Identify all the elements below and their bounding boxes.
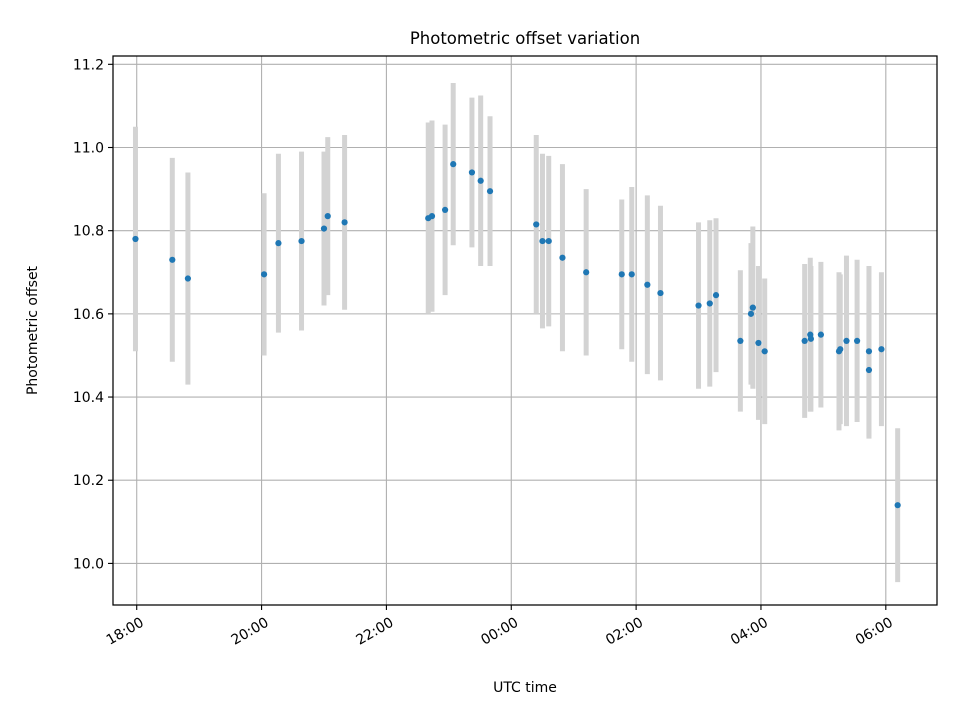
data-point <box>894 502 901 509</box>
data-point <box>583 269 590 276</box>
data-point <box>747 310 755 317</box>
data-point <box>755 339 762 347</box>
y-tick-label: 10.4 <box>73 390 104 406</box>
data-point <box>341 219 348 226</box>
y-tick-label: 10.8 <box>73 224 104 240</box>
data-point <box>657 289 664 297</box>
data-point <box>539 237 546 245</box>
data-point <box>843 337 850 344</box>
data-point <box>486 188 494 195</box>
y-tick-label: 10.2 <box>73 473 104 489</box>
data-point <box>275 240 282 247</box>
data-point <box>320 225 328 232</box>
data-point <box>853 337 861 344</box>
data-point <box>801 337 808 344</box>
data-point <box>761 348 768 355</box>
data-point <box>184 275 192 282</box>
data-point <box>324 213 331 220</box>
data-point <box>477 177 484 184</box>
data-point <box>533 221 540 228</box>
y-tick-label: 11.0 <box>73 141 104 157</box>
y-axis-label: Photometric offset <box>25 265 41 395</box>
data-point <box>559 254 566 261</box>
data-point <box>132 235 139 243</box>
data-point <box>865 348 873 355</box>
y-axis-ticks: 10.0 10.2 10.4 10.6 10.8 11.0 11.2 <box>73 57 113 572</box>
data-point <box>628 271 635 278</box>
plot-area-frame <box>112 55 938 606</box>
data-point <box>817 331 824 338</box>
data-point <box>695 302 702 309</box>
data-point <box>737 337 744 344</box>
data-point <box>441 206 449 213</box>
data-point <box>749 304 756 311</box>
data-point <box>450 161 457 168</box>
y-tick-label: 10.6 <box>73 307 104 323</box>
data-point <box>260 271 268 278</box>
data-point <box>169 256 176 263</box>
data-points <box>132 161 901 509</box>
grid <box>113 56 937 605</box>
data-point <box>712 292 720 299</box>
data-point <box>545 237 552 245</box>
data-point <box>428 213 436 220</box>
data-point <box>644 281 651 288</box>
data-point <box>618 271 625 278</box>
data-point <box>468 169 476 176</box>
y-tick-label: 11.2 <box>73 57 104 73</box>
y-tick-label: 10.0 <box>73 556 104 572</box>
data-point <box>807 335 815 342</box>
data-point <box>865 366 873 374</box>
data-point <box>837 346 844 353</box>
data-point <box>298 237 305 245</box>
x-axis-label: UTC time <box>493 680 557 696</box>
data-point <box>706 300 713 307</box>
chart-title: Photometric offset variation <box>410 29 640 48</box>
data-point <box>878 346 885 353</box>
